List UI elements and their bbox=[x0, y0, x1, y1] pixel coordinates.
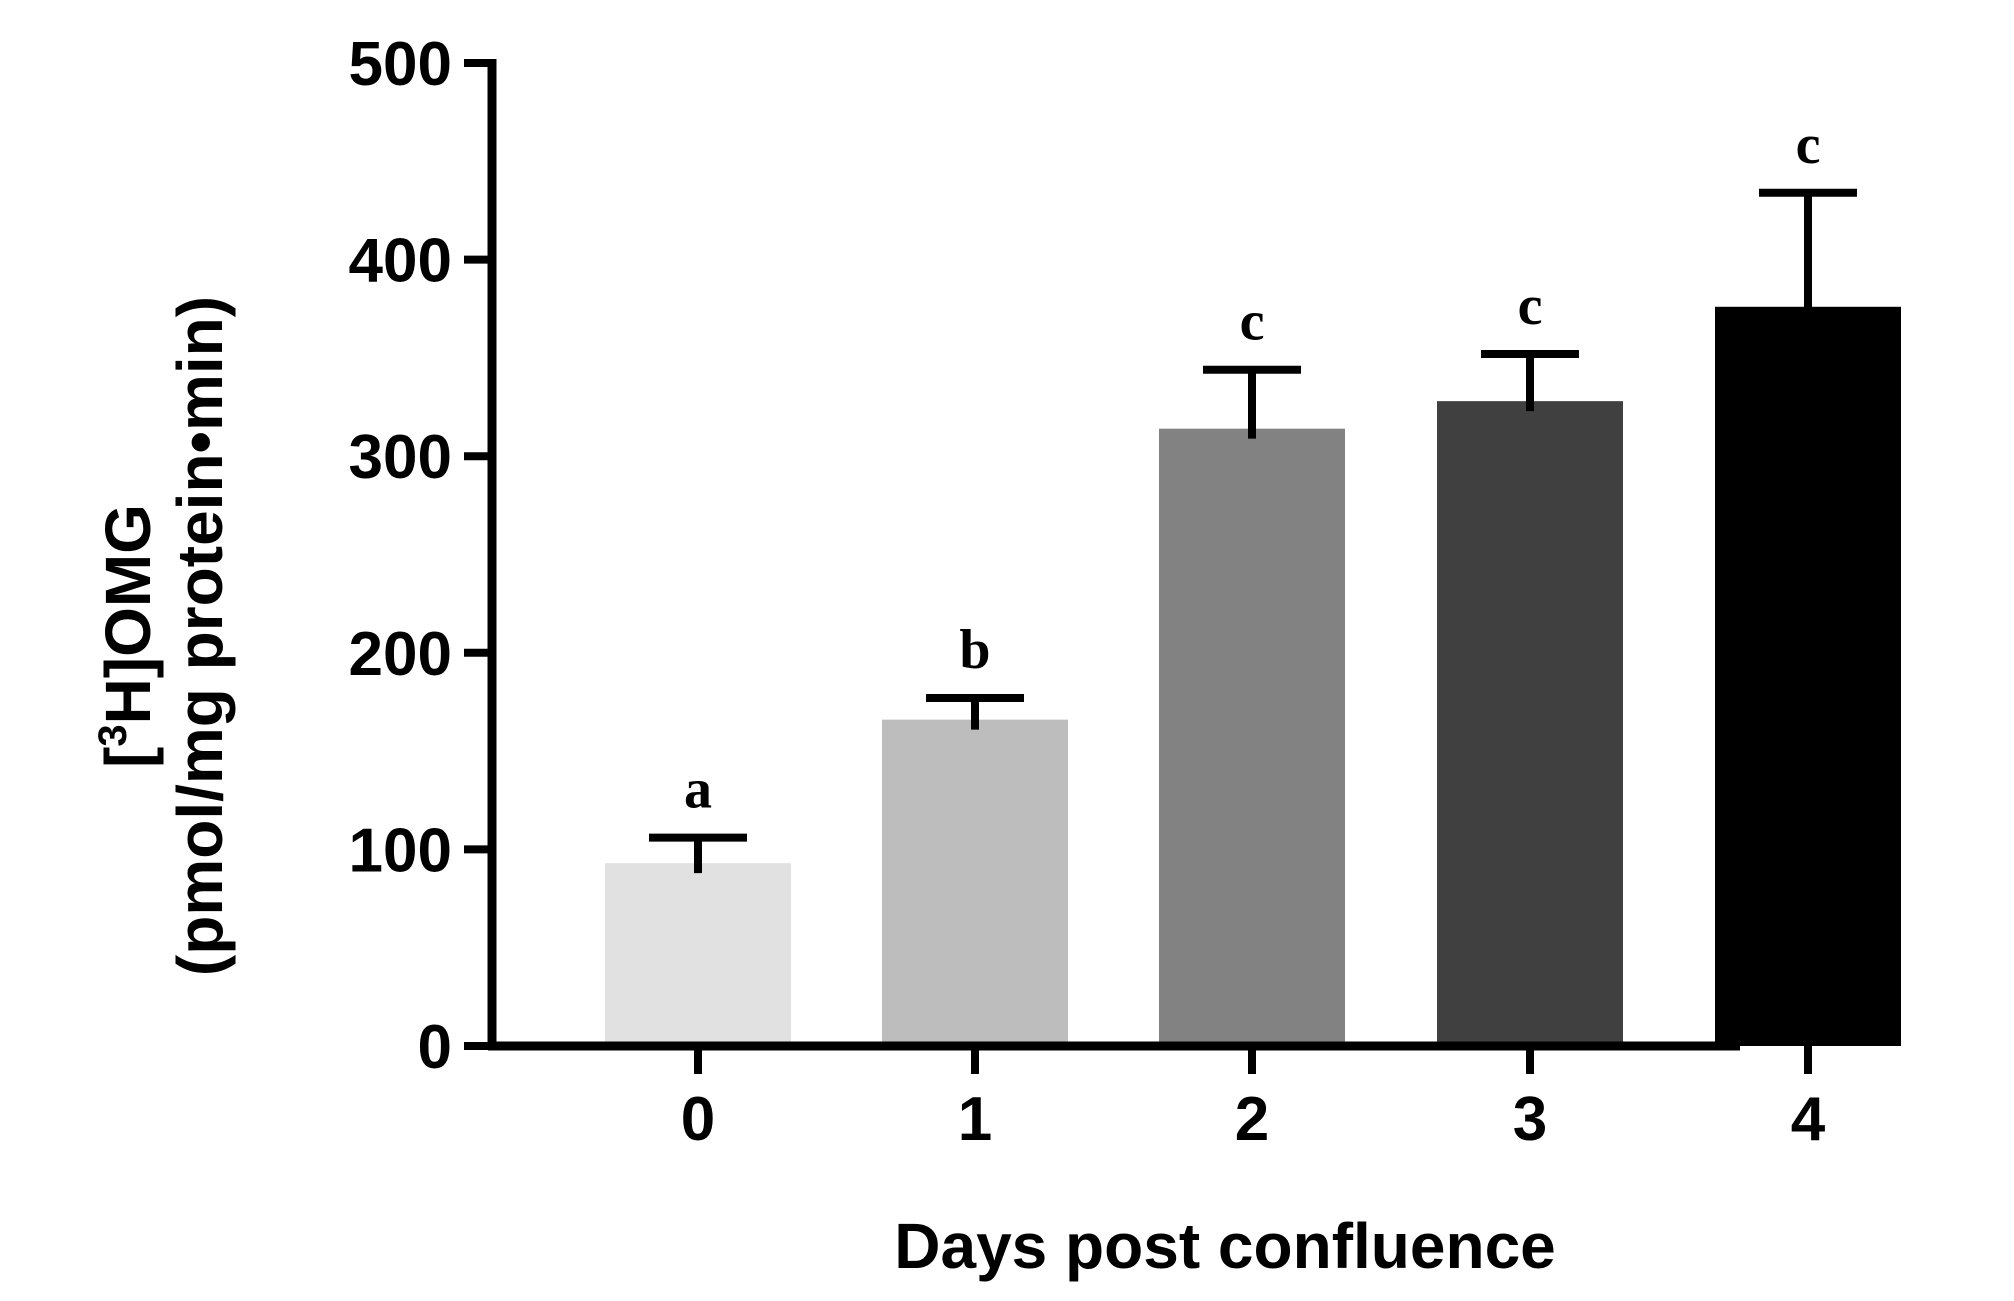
y-axis-title: [3H]OMG (pmol/mg protein•min) bbox=[91, 296, 236, 976]
bars-layer bbox=[605, 306, 1901, 1047]
error-bars-layer bbox=[649, 188, 1857, 874]
svg-text:[3H]OMG: [3H]OMG bbox=[91, 504, 164, 768]
y-tick-label-300: 300 bbox=[349, 423, 452, 492]
y-tick-labels: 0 100 200 300 400 500 bbox=[349, 30, 452, 1082]
significance-label-2: c bbox=[1240, 291, 1265, 353]
y-axis-title-line1: H]OMG bbox=[92, 504, 164, 724]
x-tick-label-2: 2 bbox=[1235, 1085, 1269, 1154]
y-tick-label-200: 200 bbox=[349, 620, 452, 689]
bar-1 bbox=[882, 719, 1068, 1046]
bar-2 bbox=[1159, 428, 1345, 1046]
bar-4 bbox=[1715, 306, 1901, 1046]
axes-layer bbox=[464, 59, 1812, 1074]
x-tick-label-1: 1 bbox=[958, 1085, 992, 1154]
x-tick-label-4: 4 bbox=[1791, 1085, 1826, 1154]
significance-labels-layer: a b c c c bbox=[684, 114, 1820, 821]
y-axis-title-line2: (pmol/mg protein•min) bbox=[164, 296, 236, 976]
y-axis-title-superscript: 3 bbox=[91, 724, 135, 746]
y-axis-title-bracket: [ bbox=[92, 747, 164, 768]
x-tick-labels: 0 1 2 3 4 bbox=[681, 1085, 1826, 1154]
x-axis-title: Days post confluence bbox=[894, 1210, 1556, 1282]
significance-label-4: c bbox=[1796, 114, 1821, 176]
significance-label-0: a bbox=[684, 759, 712, 821]
y-tick-label-400: 400 bbox=[349, 227, 452, 296]
bar-0 bbox=[605, 863, 791, 1046]
significance-label-1: b bbox=[959, 619, 990, 681]
y-tick-label-500: 500 bbox=[349, 30, 452, 99]
significance-label-3: c bbox=[1518, 275, 1543, 337]
x-tick-label-3: 3 bbox=[1513, 1085, 1547, 1154]
bar-3 bbox=[1437, 401, 1623, 1047]
y-tick-label-0: 0 bbox=[418, 1013, 452, 1082]
y-tick-label-100: 100 bbox=[349, 816, 452, 885]
x-tick-label-0: 0 bbox=[681, 1085, 715, 1154]
